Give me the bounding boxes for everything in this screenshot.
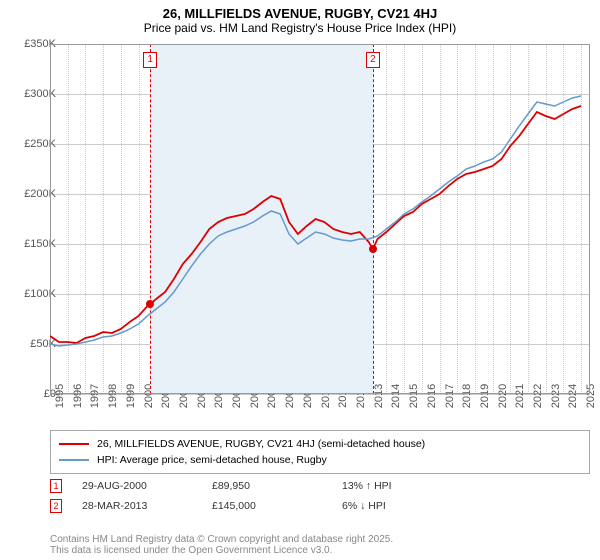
footer-line: This data is licensed under the Open Gov… xyxy=(50,545,393,556)
sale-date: 28-MAR-2013 xyxy=(82,500,192,512)
legend-swatch xyxy=(59,459,89,461)
sale-date: 29-AUG-2000 xyxy=(82,480,192,492)
series-property xyxy=(50,106,581,343)
sales-row: 2 28-MAR-2013 £145,000 6% ↓ HPI xyxy=(50,496,590,516)
chart-subtitle: Price paid vs. HM Land Registry's House … xyxy=(0,21,600,35)
legend-box: 26, MILLFIELDS AVENUE, RUGBY, CV21 4HJ (… xyxy=(50,430,590,474)
chart-lines xyxy=(50,44,590,394)
sales-table: 1 29-AUG-2000 £89,950 13% ↑ HPI 2 28-MAR… xyxy=(50,476,590,516)
sale-delta: 13% ↑ HPI xyxy=(342,480,452,492)
sale-price: £89,950 xyxy=(212,480,322,492)
legend-item-property: 26, MILLFIELDS AVENUE, RUGBY, CV21 4HJ (… xyxy=(59,436,581,452)
sale-price: £145,000 xyxy=(212,500,322,512)
chart-title: 26, MILLFIELDS AVENUE, RUGBY, CV21 4HJ xyxy=(0,0,600,21)
legend-item-hpi: HPI: Average price, semi-detached house,… xyxy=(59,452,581,468)
sale-point-icon xyxy=(146,300,154,308)
sale-point-icon xyxy=(369,245,377,253)
legend-label: 26, MILLFIELDS AVENUE, RUGBY, CV21 4HJ (… xyxy=(97,438,425,450)
sale-marker-icon: 1 xyxy=(50,479,62,493)
sale-delta: 6% ↓ HPI xyxy=(342,500,452,512)
legend-label: HPI: Average price, semi-detached house,… xyxy=(97,454,327,466)
legend-swatch xyxy=(59,443,89,445)
sale-marker-icon: 2 xyxy=(50,499,62,513)
footer-line: Contains HM Land Registry data © Crown c… xyxy=(50,534,393,545)
sales-row: 1 29-AUG-2000 £89,950 13% ↑ HPI xyxy=(50,476,590,496)
series-hpi xyxy=(50,96,581,346)
footer-attribution: Contains HM Land Registry data © Crown c… xyxy=(50,534,393,556)
